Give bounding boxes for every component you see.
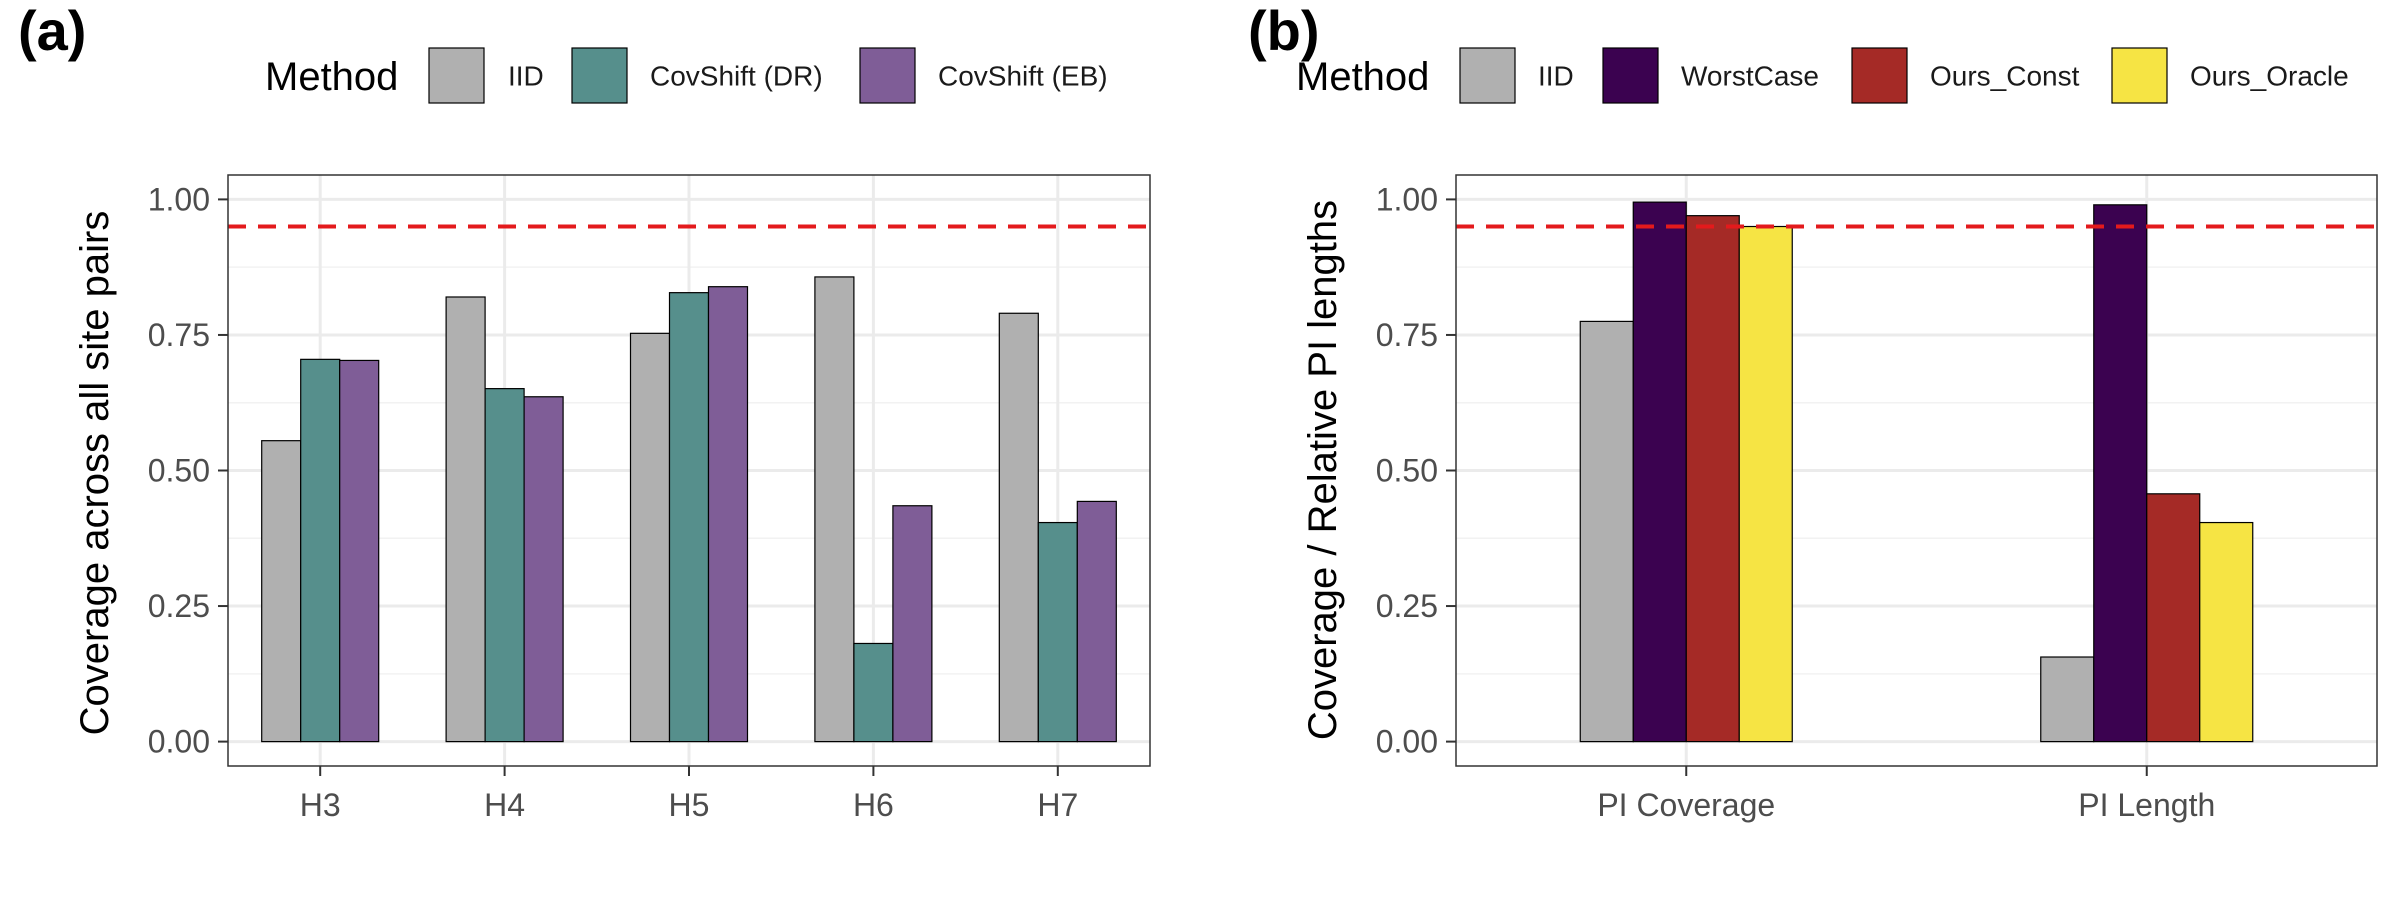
y-tick-label: 0.25: [1376, 588, 1438, 624]
legend-label-worstcase: WorstCase: [1681, 61, 1819, 92]
x-tick-label-h5: H5: [669, 787, 710, 823]
bar-iid-h7: [998, 312, 1039, 743]
legend-label-covshift-dr: CovShift (DR): [650, 61, 823, 92]
bar-ours-oracle-pi-coverage: [1738, 225, 1793, 743]
legend-swatch-covshift-dr: [571, 47, 628, 104]
y-tick-label: 0.00: [1376, 724, 1438, 760]
y-tick-label: 0.50: [148, 453, 210, 489]
legend-label-covshift-eb: CovShift (EB): [938, 61, 1108, 92]
y-tick-label: 0.75: [1376, 317, 1438, 353]
legend-label-ours-const: Ours_Const: [1930, 61, 2080, 92]
bar-iid-pi-coverage: [1579, 320, 1634, 743]
bar-covshift-eb-h3: [339, 359, 380, 743]
x-tick-label-h4: H4: [484, 787, 525, 823]
bar-covshift-eb-h7: [1076, 500, 1117, 743]
bar-covshift-eb-h6: [892, 505, 933, 743]
panel-a-legend-title: Method: [265, 55, 398, 99]
bar-ours-const-pi-length: [2146, 493, 2201, 743]
panel-a-plot-area: 0.00 0.25 0.50 0.75 1.00 H3 H4 H5 H6 H7: [148, 174, 1151, 823]
y-tick-label: 0.75: [148, 317, 210, 353]
bar-iid-h5: [629, 332, 671, 743]
bar-iid-pi-length: [2040, 656, 2095, 743]
bar-covshift-dr-h3: [300, 358, 341, 743]
y-tick-label: 1.00: [1376, 181, 1438, 217]
bar-ours-const-pi-coverage: [1685, 215, 1740, 743]
bar-covshift-dr-h5: [668, 292, 710, 743]
legend-swatch-covshift-eb: [859, 47, 916, 104]
bar-iid-h4: [445, 296, 486, 743]
y-tick-label: 0.00: [148, 724, 210, 760]
panel-b-legend-title: Method: [1296, 55, 1429, 99]
y-tick-label: 0.25: [148, 588, 210, 624]
panel-b-legend: IID WorstCase Ours_Const Ours_Oracle: [1459, 47, 2349, 104]
bar-covshift-eb-h5: [707, 286, 749, 743]
legend-swatch-ours-const: [1851, 47, 1908, 104]
panel-a-legend: IID CovShift (DR) CovShift (EB): [428, 47, 1108, 104]
bar-worstcase-pi-length: [2093, 204, 2148, 743]
bar-ours-oracle-pi-length: [2199, 521, 2254, 743]
panel-b-plot-area: 0.00 0.25 0.50 0.75 1.00 PI Coverage PI Length: [1376, 174, 2378, 823]
panel-a: (a) Method IID CovShift (DR) CovShift (EB)…: [18, 0, 1151, 823]
panel-a-letter: (a): [18, 0, 86, 62]
bar-iid-h6: [814, 276, 855, 743]
panel-b-letter: (b): [1248, 0, 1320, 62]
legend-label-ours-oracle: Ours_Oracle: [2190, 61, 2349, 92]
x-tick-label-h7: H7: [1037, 787, 1078, 823]
legend-label-iid: IID: [1538, 61, 1574, 92]
bar-iid-h3: [261, 440, 302, 743]
y-tick-label: 1.00: [148, 181, 210, 217]
x-tick-label-h6: H6: [853, 787, 894, 823]
x-tick-label-pi-length: PI Length: [2078, 787, 2215, 823]
bar-covshift-dr-h7: [1037, 521, 1078, 743]
y-tick-label: 0.50: [1376, 453, 1438, 489]
x-tick-label-pi-coverage: PI Coverage: [1597, 787, 1775, 823]
panel-b: (b) Method IID WorstCase Ours_Const Ours_Or…: [1248, 0, 2378, 823]
bar-covshift-dr-h6: [853, 642, 894, 743]
bar-covshift-eb-h4: [523, 396, 564, 743]
legend-swatch-worstcase: [1602, 47, 1659, 104]
legend-swatch-ours-oracle: [2111, 47, 2168, 104]
bar-covshift-dr-h4: [484, 388, 525, 743]
panel-b-y-axis-title: Coverage / Relative PI lengths: [1301, 200, 1345, 740]
bar-worstcase-pi-coverage: [1632, 201, 1687, 743]
legend-label-iid: IID: [508, 61, 544, 92]
legend-swatch-iid: [428, 47, 485, 104]
legend-swatch-iid: [1459, 47, 1516, 104]
panel-a-y-axis-title: Coverage across all site pairs: [73, 211, 117, 736]
x-tick-label-h3: H3: [300, 787, 341, 823]
